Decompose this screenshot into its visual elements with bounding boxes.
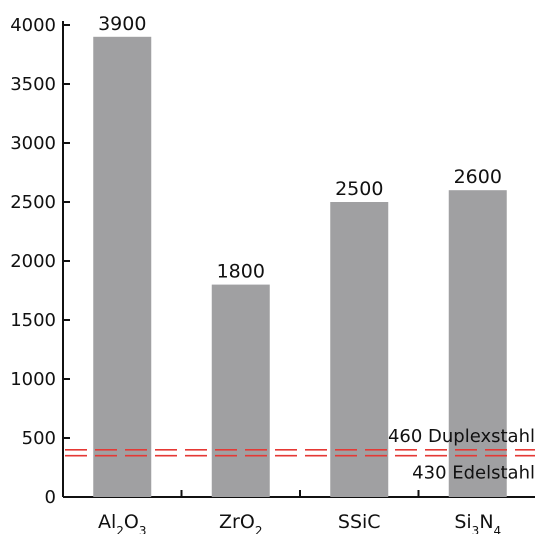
- bar-4: [448, 190, 507, 497]
- bar-2: [211, 284, 270, 497]
- x-category-label: SSiC: [338, 511, 381, 533]
- y-tick-label: 0: [45, 487, 56, 508]
- y-tick-label: 3500: [10, 74, 56, 95]
- y-tick-label: 500: [22, 428, 56, 449]
- y-tick-label: 2000: [10, 251, 56, 272]
- reference-line-label: 460 Duplexstahl: [388, 426, 535, 447]
- bar-value-label: 2600: [454, 166, 502, 188]
- y-tick-label: 1000: [10, 369, 56, 390]
- y-tick-label: 1500: [10, 310, 56, 331]
- y-tick-label: 2500: [10, 192, 56, 213]
- reference-line-label: 430 Edelstahl: [412, 463, 535, 484]
- bar-1: [93, 36, 152, 498]
- x-category-label: Al2O3: [98, 511, 147, 534]
- x-category-label: Si3N4: [454, 511, 501, 534]
- y-tick-label: 3000: [10, 133, 56, 154]
- y-tick-label: 4000: [10, 15, 56, 36]
- x-category-label: ZrO2: [219, 511, 262, 534]
- bar-value-label: 2500: [335, 178, 383, 200]
- bar-value-label: 1800: [217, 261, 265, 283]
- bar-value-label: 3900: [98, 13, 146, 35]
- bar-3: [330, 202, 389, 497]
